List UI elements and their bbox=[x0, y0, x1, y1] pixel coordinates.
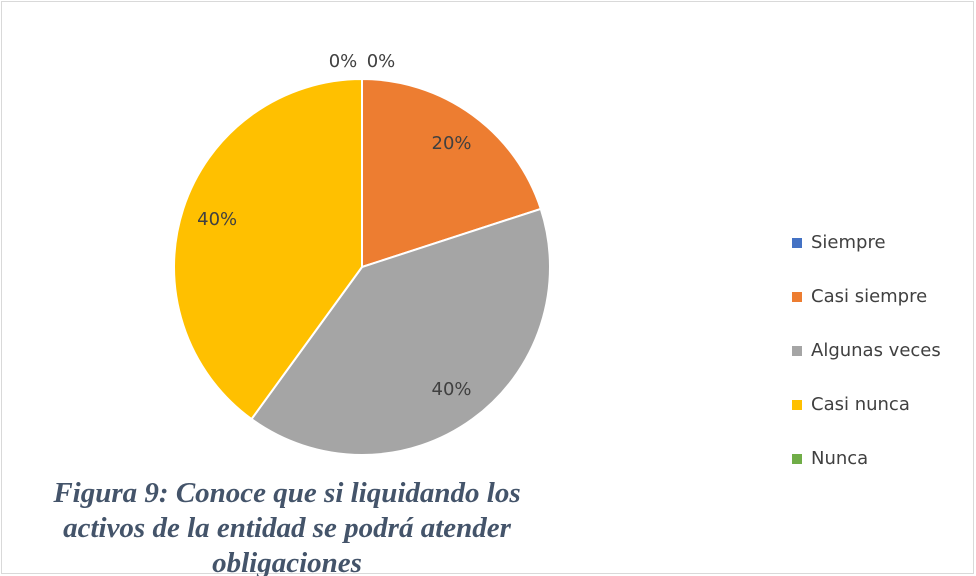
legend-marker bbox=[792, 238, 802, 248]
data-label: 40% bbox=[197, 209, 237, 230]
pie-slice bbox=[361, 77, 543, 269]
legend-label: Casi nunca bbox=[811, 394, 910, 415]
legend-label: Nunca bbox=[811, 448, 868, 469]
chart-title: Figura 9: Conoce que si liquidando los a… bbox=[53, 477, 521, 576]
legend-marker bbox=[792, 346, 802, 356]
data-label: 0% bbox=[329, 51, 358, 72]
legend-label: Siempre bbox=[811, 232, 886, 253]
legend-label: Casi siempre bbox=[811, 286, 927, 307]
pie-slice bbox=[173, 77, 363, 421]
legend-marker bbox=[792, 400, 802, 410]
legend-marker bbox=[792, 292, 802, 302]
pie-slice bbox=[250, 207, 551, 456]
data-label: 20% bbox=[432, 133, 472, 154]
legend-label: Algunas veces bbox=[811, 340, 941, 361]
data-label: 0% bbox=[367, 51, 396, 72]
legend-marker bbox=[792, 454, 802, 464]
data-label: 40% bbox=[432, 379, 472, 400]
